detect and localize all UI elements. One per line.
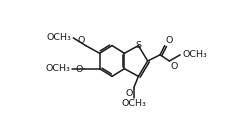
Text: OCH₃: OCH₃ xyxy=(45,64,70,73)
Text: O: O xyxy=(77,36,85,45)
Text: O: O xyxy=(76,65,83,74)
Text: S: S xyxy=(135,41,141,50)
Text: OCH₃: OCH₃ xyxy=(47,33,72,42)
Text: O: O xyxy=(165,36,173,45)
Text: O: O xyxy=(125,89,133,98)
Text: OCH₃: OCH₃ xyxy=(183,50,207,59)
Text: O: O xyxy=(170,62,178,71)
Text: OCH₃: OCH₃ xyxy=(121,99,146,109)
